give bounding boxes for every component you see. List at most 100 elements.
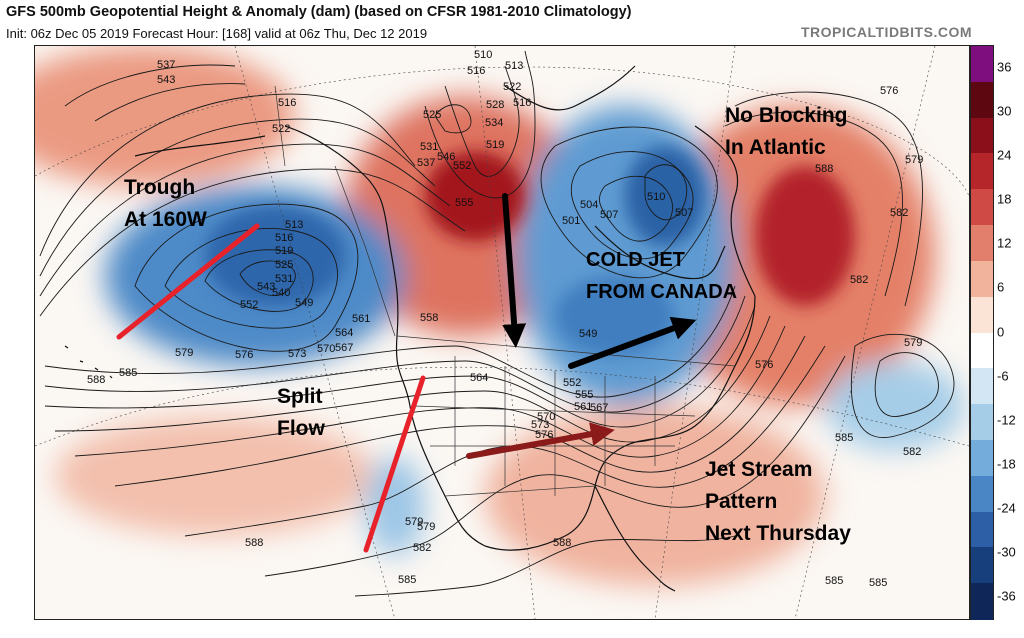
contour-label: 564 xyxy=(335,327,353,339)
contour-label: 585 xyxy=(825,575,843,587)
jet-stream-annotation: Jet Stream Pattern Next Thursday xyxy=(705,454,851,550)
contour-label: 579 xyxy=(904,337,922,349)
contour-label: 534 xyxy=(485,117,503,129)
contour-label: 507 xyxy=(675,207,693,219)
colorbar-swatch xyxy=(971,46,993,83)
colorbar-swatch xyxy=(971,511,993,548)
cold-jet-line-2: FROM CANADA xyxy=(586,281,738,303)
colorbar-tick-label: 24 xyxy=(997,147,1012,163)
contour-label: 555 xyxy=(575,389,593,401)
jet-stream-line-3: Next Thursday xyxy=(705,522,851,545)
contour-label: 513 xyxy=(285,219,303,231)
contour-label: 537 xyxy=(417,157,435,169)
warm-anomaly-nw-pacific xyxy=(35,46,295,186)
colorbar-tick-label: -24 xyxy=(997,500,1016,516)
contour-label: 507 xyxy=(600,209,618,221)
colorbar-tick-label: -36 xyxy=(997,588,1016,604)
contour-label: 588 xyxy=(245,537,263,549)
warm-anomaly-south-pacific xyxy=(55,416,375,536)
colorbar-tick-label: -18 xyxy=(997,456,1016,472)
contour-label: 537 xyxy=(157,59,175,71)
contour-label: 567 xyxy=(590,402,608,414)
contour-label: 564 xyxy=(470,372,488,384)
contour-label: 525 xyxy=(275,259,293,271)
contour-label: 510 xyxy=(474,49,492,61)
contour-label: 528 xyxy=(486,99,504,111)
cold-anomaly-central-atlantic xyxy=(825,361,965,451)
colorbar-swatch xyxy=(971,117,993,154)
jet-stream-line-1: Jet Stream xyxy=(705,458,813,481)
colorbar-swatch xyxy=(971,189,993,226)
chart-subtitle: Init: 06z Dec 05 2019 Forecast Hour: [16… xyxy=(6,26,428,41)
contour-label: 510 xyxy=(647,191,665,203)
contour-label: 576 xyxy=(535,429,553,441)
contour-label: 585 xyxy=(835,432,853,444)
colorbar-tick-label: -6 xyxy=(997,368,1009,384)
cold-jet-line-1: COLD JET xyxy=(586,249,685,271)
contour-label: 588 xyxy=(553,537,571,549)
colorbar-swatch xyxy=(971,439,993,477)
contour-label: 570 xyxy=(317,343,335,355)
contour-label: 567 xyxy=(335,342,353,354)
chart-title: GFS 500mb Geopotential Height & Anomaly … xyxy=(6,4,632,20)
contour-label: 579 xyxy=(905,154,923,166)
contour-labels: 5375435165225105135165225285345195255315… xyxy=(87,49,923,589)
split-flow-line-1: Split xyxy=(277,385,323,408)
colorbar-tick-label: 12 xyxy=(997,235,1012,251)
colorbar-swatch xyxy=(971,404,993,441)
contour-label: 549 xyxy=(579,328,597,340)
contour-label: 552 xyxy=(453,160,471,172)
colorbar-tick-label: -30 xyxy=(997,544,1016,560)
contour-label: 588 xyxy=(815,163,833,175)
colorbar-swatch xyxy=(971,368,993,405)
contour-label: 561 xyxy=(574,401,592,413)
contour-label: 570 xyxy=(537,411,555,423)
split-flow-line-2: Flow xyxy=(277,417,325,440)
contour-label: 582 xyxy=(850,274,868,286)
trough-line-1: Trough xyxy=(124,176,196,199)
colorbar-swatch xyxy=(971,225,993,262)
contour-label: 582 xyxy=(903,446,921,458)
contour-label: 576 xyxy=(755,359,773,371)
colorbar-tick-label: 6 xyxy=(997,279,1005,295)
contour-label: 531 xyxy=(275,273,293,285)
trough-annotation: Trough At 160W xyxy=(124,172,207,236)
colorbar-swatch xyxy=(971,475,993,513)
political-borders xyxy=(274,85,736,497)
contour-label: 573 xyxy=(288,348,306,360)
contour-label: 546 xyxy=(437,151,455,163)
contour-label: 522 xyxy=(503,81,521,93)
colorbar-swatch xyxy=(971,547,993,584)
no-blocking-line-1: No Blocking xyxy=(725,104,848,127)
colorbar-tick-label: 36 xyxy=(997,59,1012,75)
contour-label: 516 xyxy=(513,97,531,109)
trough-line-2: At 160W xyxy=(124,208,207,231)
contour-label: 579 xyxy=(417,521,435,533)
contour-label: 543 xyxy=(157,74,175,86)
split-flow-annotation: Split Flow xyxy=(277,381,325,445)
contour-label: 525 xyxy=(423,109,441,121)
contour-label: 576 xyxy=(235,349,253,361)
anomaly-colorbar xyxy=(970,45,994,620)
colorbar-swatch xyxy=(971,153,993,190)
contour-label: 576 xyxy=(880,85,898,97)
colorbar-swatch xyxy=(971,332,993,369)
split-flow-red-line xyxy=(363,375,426,553)
colorbar-swatch xyxy=(971,260,993,298)
contour-label: 513 xyxy=(505,60,523,72)
cold-jet-annotation: COLD JET FROM CANADA xyxy=(586,244,737,308)
site-credit: TROPICALTIDBITS.COM xyxy=(800,24,972,40)
contour-label: 579 xyxy=(175,347,193,359)
contour-label: 522 xyxy=(272,123,290,135)
contour-label: 585 xyxy=(869,577,887,589)
contour-label: 540 xyxy=(272,287,290,299)
contour-label: 561 xyxy=(352,313,370,325)
colorbar-tick-label: 18 xyxy=(997,191,1012,207)
colorbar-swatch xyxy=(971,81,993,119)
cold-anomaly-baja xyxy=(365,456,425,556)
contour-label: 582 xyxy=(413,542,431,554)
contour-label: 552 xyxy=(240,299,258,311)
graticule xyxy=(35,46,969,619)
jet-stream-line-2: Pattern xyxy=(705,490,778,513)
cold-jet-east-arrow xyxy=(568,316,697,369)
